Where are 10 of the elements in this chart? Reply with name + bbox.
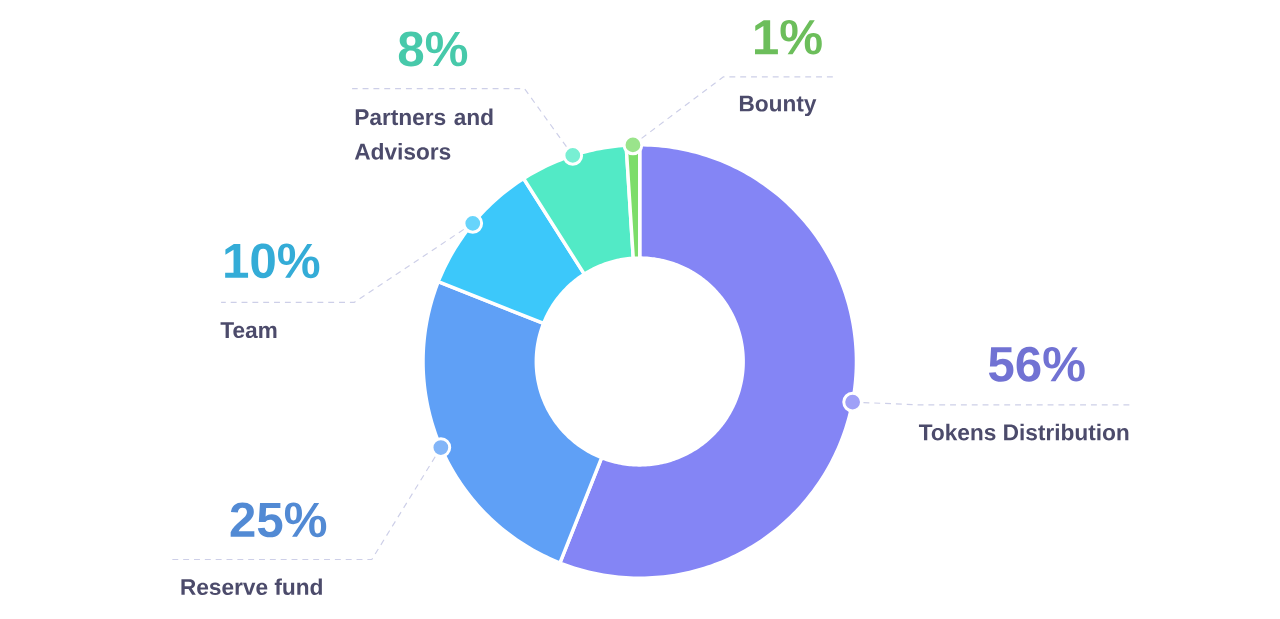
data-label: 8%: [398, 31, 468, 67]
data-label: 25%: [230, 502, 327, 538]
data-label: 56%: [988, 347, 1085, 382]
slice-label: Bounty: [739, 95, 817, 117]
slice-label: Tokens Distribution: [918, 423, 1129, 441]
data-label: 1%: [755, 20, 822, 55]
slice-label: Team: [220, 322, 277, 339]
slice-label: Partners and Advisors: [354, 108, 493, 160]
slice-label: Reserve fund: [181, 578, 322, 596]
data-label: 10%: [225, 243, 320, 279]
